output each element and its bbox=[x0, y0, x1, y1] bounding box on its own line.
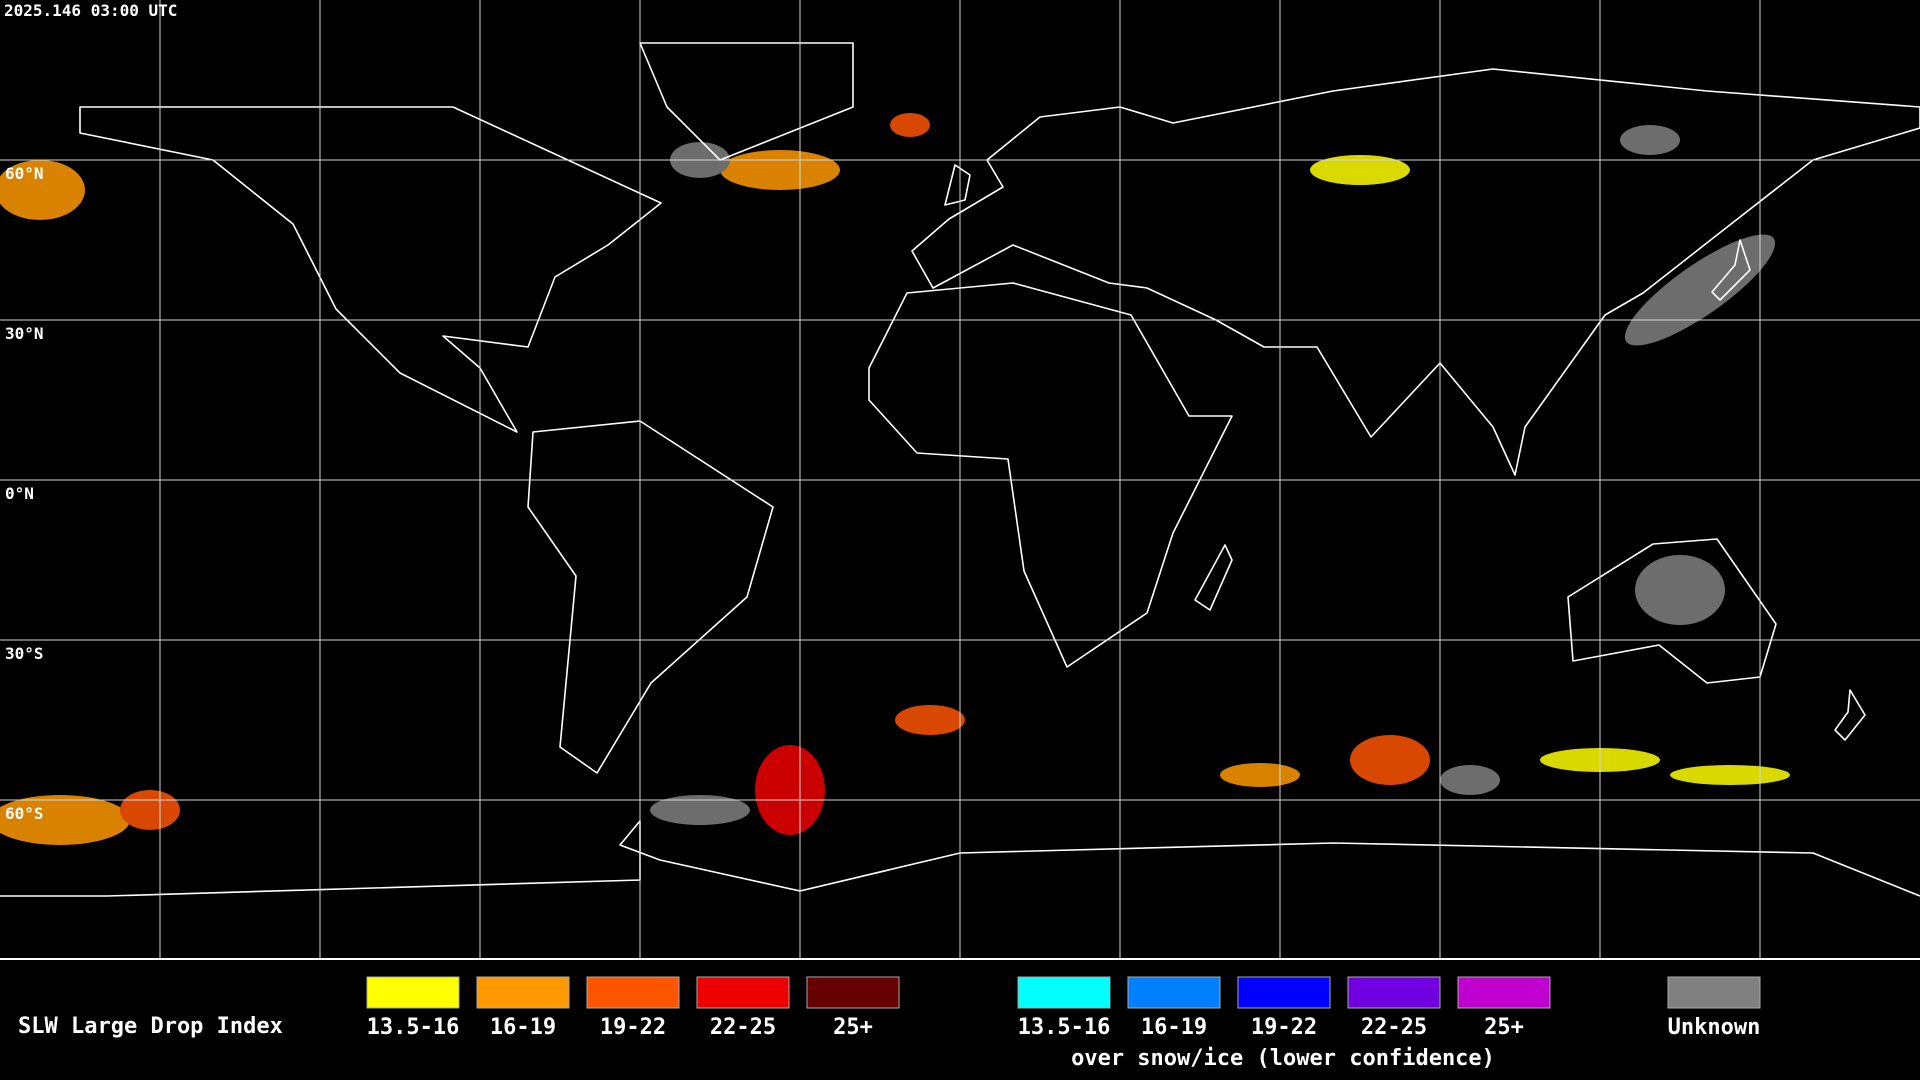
cloud-blob bbox=[1310, 155, 1410, 185]
legend-swatch bbox=[1347, 976, 1441, 1009]
latitude-label: 0°N bbox=[5, 484, 34, 503]
legend-swatch bbox=[476, 976, 570, 1009]
legend-label: 25+ bbox=[1484, 1015, 1524, 1040]
legend-label: 16-19 bbox=[490, 1015, 556, 1040]
cloud-blob bbox=[120, 790, 180, 830]
new-zealand bbox=[1834, 689, 1866, 741]
latitude-label: 60°N bbox=[5, 164, 44, 183]
latitude-label: 30°N bbox=[5, 324, 44, 343]
legend-label: 22-25 bbox=[1361, 1015, 1427, 1040]
map-border bbox=[0, 958, 1920, 960]
legend-snow-caption: over snow/ice (lower confidence) bbox=[1071, 1046, 1495, 1071]
cloud-blob bbox=[1350, 735, 1430, 785]
legend-label: Unknown bbox=[1668, 1015, 1761, 1040]
greenland bbox=[639, 42, 854, 161]
legend-swatch bbox=[1457, 976, 1551, 1009]
legend-label: 22-25 bbox=[710, 1015, 776, 1040]
legend-swatch bbox=[1127, 976, 1221, 1009]
cloud-blob bbox=[1220, 763, 1300, 787]
british-isles bbox=[944, 164, 971, 206]
legend-title: SLW Large Drop Index bbox=[18, 1014, 283, 1039]
madagascar bbox=[1194, 544, 1233, 611]
cloud-blob bbox=[0, 160, 85, 220]
cloud-blob bbox=[0, 795, 130, 845]
legend-swatch bbox=[806, 976, 900, 1009]
cloud-blob bbox=[1624, 234, 1776, 346]
japan bbox=[1711, 239, 1751, 301]
eurasia bbox=[911, 68, 1920, 476]
cloud-blob bbox=[1670, 765, 1790, 785]
legend-swatch bbox=[1017, 976, 1111, 1009]
antarctica bbox=[0, 820, 1920, 897]
south-america bbox=[527, 420, 774, 774]
north-america bbox=[79, 106, 662, 433]
legend-label: 25+ bbox=[833, 1015, 873, 1040]
cloud-blob bbox=[650, 795, 750, 825]
cloud-blob bbox=[1620, 125, 1680, 155]
legend-label: 16-19 bbox=[1141, 1015, 1207, 1040]
cloud-blob bbox=[895, 705, 965, 735]
latitude-label: 60°S bbox=[5, 804, 44, 823]
legend-label: 13.5-16 bbox=[367, 1015, 460, 1040]
legend-label: 19-22 bbox=[1251, 1015, 1317, 1040]
cloud-blob bbox=[1635, 555, 1725, 625]
cloud-blob bbox=[890, 113, 930, 137]
graticule bbox=[0, 0, 1920, 958]
legend-label: 13.5-16 bbox=[1018, 1015, 1111, 1040]
cloud-blob bbox=[755, 745, 825, 835]
legend-label: 19-22 bbox=[600, 1015, 666, 1040]
timestamp: 2025.146 03:00 UTC bbox=[4, 1, 177, 20]
legend: SLW Large Drop Index over snow/ice (lowe… bbox=[18, 976, 1761, 1071]
legend-swatch bbox=[1667, 976, 1761, 1009]
latitude-label: 30°S bbox=[5, 644, 44, 663]
legend-swatch bbox=[1237, 976, 1331, 1009]
africa bbox=[868, 282, 1233, 668]
cloud-blob bbox=[720, 150, 840, 190]
legend-swatch bbox=[696, 976, 790, 1009]
legend-swatch bbox=[586, 976, 680, 1009]
legend-swatch bbox=[366, 976, 460, 1009]
cloud-blob bbox=[1440, 765, 1500, 795]
